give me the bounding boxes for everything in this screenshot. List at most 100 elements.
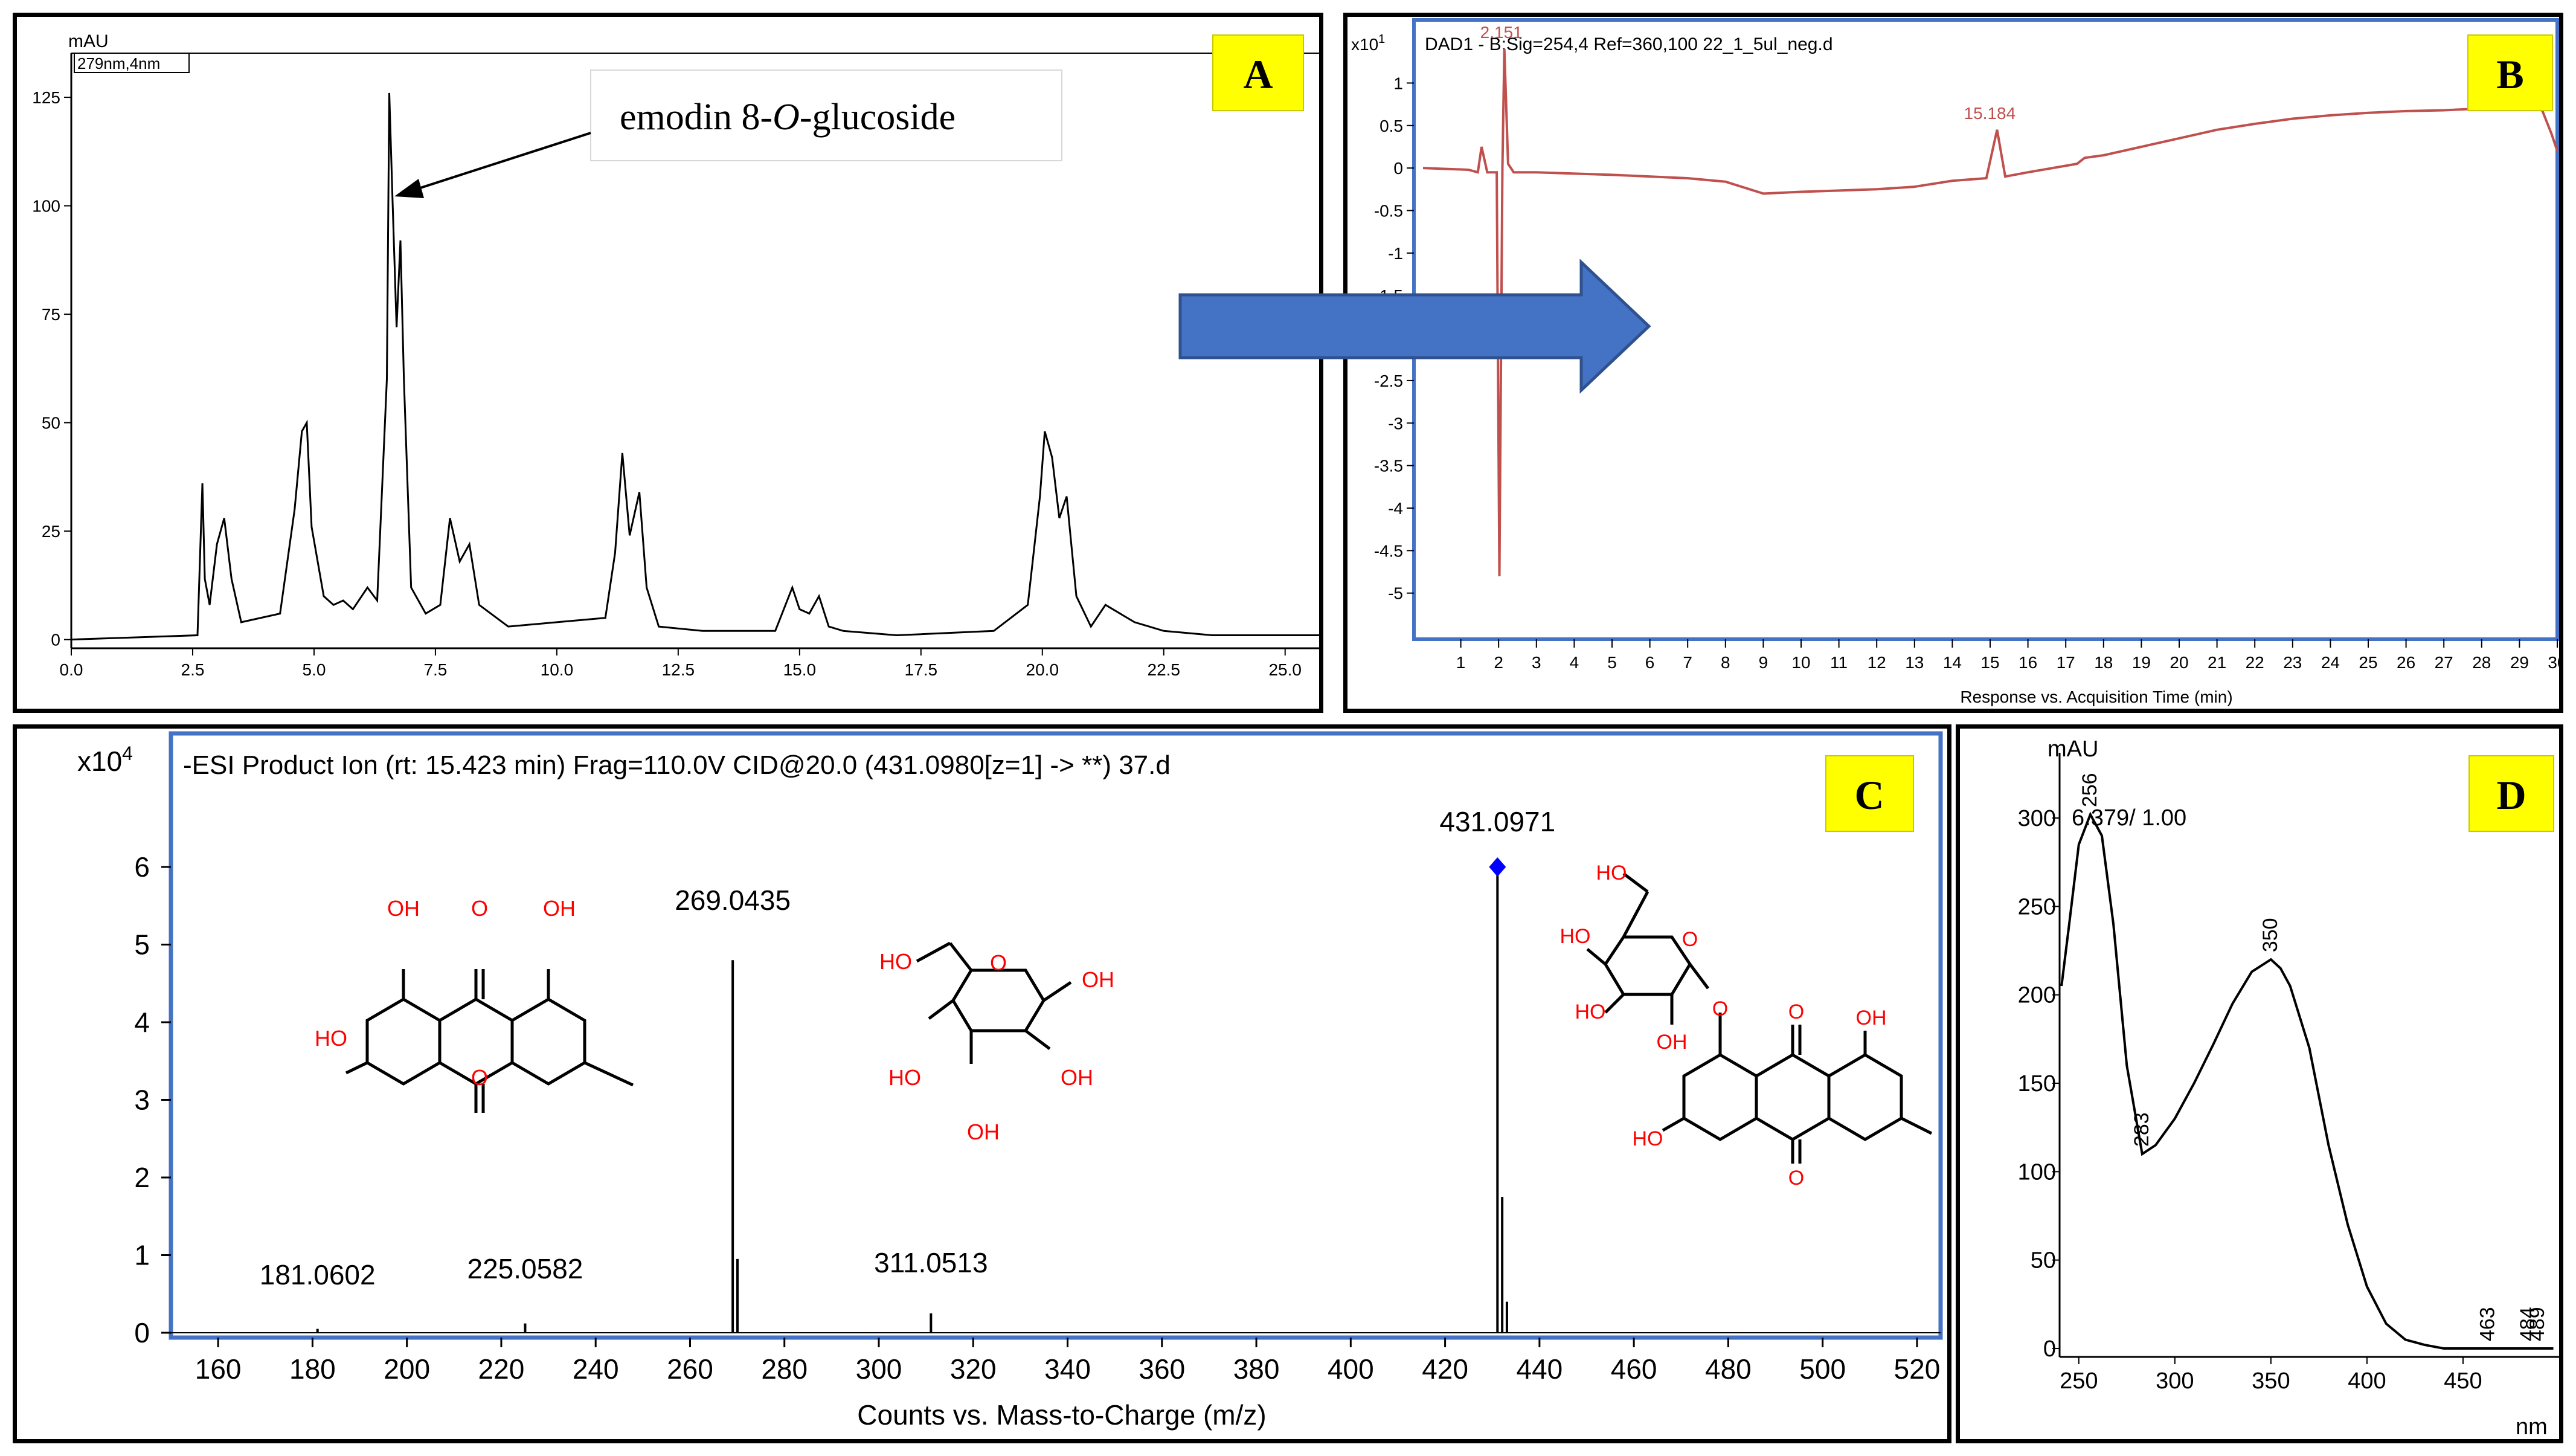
- panel-d-peak-label: 463: [2476, 1307, 2499, 1341]
- svg-text:O: O: [1682, 928, 1698, 951]
- panel-a-x-tick-label: 17.5: [905, 660, 938, 679]
- svg-text:HO: HO: [888, 1065, 921, 1090]
- panel-c-x-tick-label: 280: [761, 1353, 808, 1385]
- panel-c-x-tick-label: 300: [856, 1353, 902, 1385]
- panel-b-peak-label: 2.151: [1480, 23, 1523, 42]
- panel-a-x-tick-label: 5.0: [302, 660, 326, 679]
- panel-a-x-tick-label: 20.0: [1026, 660, 1059, 679]
- panel-a-x-tick-label: 0.0: [60, 660, 83, 679]
- panel-b-x-tick-label: 26: [2397, 653, 2415, 672]
- panel-b-scale-label: x101: [1351, 33, 1385, 54]
- panel-a-y-tick-label: 0: [51, 631, 60, 649]
- panel-b-x-tick-label: 9: [1759, 653, 1768, 672]
- panel-a-y-tick-label: 100: [32, 197, 60, 216]
- panel-d-x-tick-label: 250: [2060, 1368, 2098, 1394]
- panel-d-x-tick-label: 400: [2348, 1368, 2386, 1394]
- panel-a-chart: mAU 279nm,4nm 0.0 2.5 5.0 7.5 10.0 12.5 15.0 17…: [32, 31, 1319, 679]
- panel-c-x-tick-label: 480: [1705, 1353, 1752, 1385]
- panel-c-x-tick-label: 460: [1611, 1353, 1657, 1385]
- panel-b-x-tick-label: 22: [2246, 653, 2264, 672]
- panel-b-x-tick-label: 27: [2435, 653, 2453, 672]
- panel-b-x-tick-label: 5: [1607, 653, 1617, 672]
- svg-text:O: O: [1788, 1167, 1804, 1190]
- panel-b-x-tick-label: 12: [1868, 653, 1886, 672]
- panel-b-x-tick-label: 1: [1456, 653, 1466, 672]
- panel-b-y-tick-label: -0.5: [1374, 202, 1403, 221]
- panel-b-y-tick-label: -3: [1388, 414, 1403, 433]
- panel-c-x-tick-label: 200: [384, 1353, 430, 1385]
- panel-a-x-tick-label: 15.0: [783, 660, 817, 679]
- panel-c-x-tick-label: 220: [478, 1353, 525, 1385]
- panel-d: mAU 6.379/ 1.00 250 300 350 400 450 0 50 100 150…: [1956, 724, 2563, 1443]
- panel-b-x-tick-label: 14: [1943, 653, 1962, 672]
- panel-a-annotation-box: [590, 69, 1062, 161]
- panel-c-x-tick-label: 400: [1328, 1353, 1374, 1385]
- panel-c-scale-label: x104: [77, 742, 133, 777]
- panel-c-y-tick-label: 6: [134, 851, 150, 883]
- panel-b-x-tick-label: 29: [2510, 653, 2529, 672]
- panel-d-x-tick-label: 300: [2156, 1368, 2194, 1394]
- panel-b-x-tick-label: 21: [2208, 653, 2226, 672]
- panel-d-x-unit: nm: [2516, 1414, 2548, 1439]
- panel-d-peak-label: 350: [2259, 918, 2282, 952]
- svg-text:O: O: [990, 950, 1007, 975]
- panel-a-letter: A: [1243, 51, 1273, 97]
- panel-c-x-tick-label: 240: [573, 1353, 619, 1385]
- peak-label-181: 181.0602: [260, 1259, 376, 1290]
- panel-a-annotation: emodin 8-O-glucoside: [620, 97, 956, 138]
- svg-text:OH: OH: [387, 896, 420, 921]
- panel-a-letter-badge: [1212, 34, 1304, 111]
- panel-d-x-tick-label: 450: [2444, 1368, 2482, 1394]
- panel-a-y-tick-label: 125: [32, 88, 60, 107]
- panel-c: x104 -ESI Product Ion (rt: 15.423 min) F…: [13, 724, 1951, 1443]
- panel-b-x-tick-label: 16: [2019, 653, 2037, 672]
- peak-label-225: 225.0582: [467, 1253, 583, 1284]
- svg-text:O: O: [1788, 1000, 1804, 1023]
- svg-text:OH: OH: [543, 896, 576, 921]
- panel-b-y-tick-label: -5: [1388, 584, 1403, 603]
- panel-d-uv-spectrum-line: [2060, 811, 2554, 1350]
- panel-c-x-tick-label: 420: [1422, 1353, 1468, 1385]
- panel-a-arrowhead: [394, 179, 424, 198]
- panel-b-y-tick-label: -4: [1388, 499, 1403, 518]
- panel-b-y-tick-label: 0.5: [1380, 117, 1403, 135]
- panel-d-peak-label: 256: [2078, 773, 2101, 807]
- panel-b-y-tick-label: -1: [1388, 244, 1403, 263]
- panel-b-xlabel: Response vs. Acquisition Time (min): [1960, 688, 2232, 706]
- panel-a-trace-label: 279nm,4nm: [77, 54, 160, 72]
- panel-b-x-tick-label: 3: [1532, 653, 1541, 672]
- precursor-diamond-marker: [1489, 857, 1506, 877]
- svg-text:OH: OH: [967, 1119, 1000, 1144]
- panel-d-letter: D: [2496, 772, 2526, 818]
- panel-c-y-tick-label: 0: [134, 1317, 150, 1348]
- panel-b-x-tick-label: 18: [2094, 653, 2113, 672]
- transition-arrow: [1178, 259, 1651, 394]
- panel-a-chromatogram-line: [71, 92, 1319, 641]
- panel-b-y-tick-label: -3.5: [1374, 457, 1403, 475]
- glucose-atom-labels: O HO OH HO OH OH: [879, 949, 1114, 1144]
- panel-c-y-tick-label: 2: [134, 1162, 150, 1193]
- panel-a-x-tick-label: 12.5: [662, 660, 695, 679]
- panel-b-x-tick-label: 2: [1494, 653, 1503, 672]
- panel-c-x-tick-label: 340: [1044, 1353, 1091, 1385]
- panel-a-x-tick-label: 22.5: [1148, 660, 1181, 679]
- panel-b: x101 DAD1 - B:Sig=254,4 Ref=360,100 22_1…: [1343, 13, 2563, 713]
- panel-d-y-tick-label: 250: [2018, 894, 2056, 920]
- peak-label-311: 311.0513: [874, 1247, 988, 1278]
- panel-b-x-tick-label: 28: [2472, 653, 2491, 672]
- panel-a-y-tick-label: 75: [42, 305, 60, 324]
- panel-c-x-tick-label: 440: [1516, 1353, 1563, 1385]
- panel-b-x-tick-label: 19: [2132, 653, 2151, 672]
- panel-c-y-tick-label: 4: [134, 1007, 150, 1038]
- svg-text:OH: OH: [1856, 1007, 1887, 1029]
- panel-c-chart: x104 -ESI Product Ion (rt: 15.423 min) F…: [77, 731, 1943, 1431]
- panel-c-x-tick-label: 500: [1799, 1353, 1846, 1385]
- panel-c-y-tick-label: 5: [134, 929, 150, 961]
- svg-text:HO: HO: [1575, 1000, 1606, 1023]
- panel-b-x-tick-label: 8: [1721, 653, 1730, 672]
- panel-a-x-tick-label: 10.0: [541, 660, 574, 679]
- panel-c-letter-badge: [1825, 755, 1914, 832]
- panel-b-y-tick-label: -2.5: [1374, 372, 1403, 390]
- panel-b-x-tick-label: 20: [2170, 653, 2188, 672]
- panel-c-x-tick-label: 520: [1894, 1353, 1941, 1385]
